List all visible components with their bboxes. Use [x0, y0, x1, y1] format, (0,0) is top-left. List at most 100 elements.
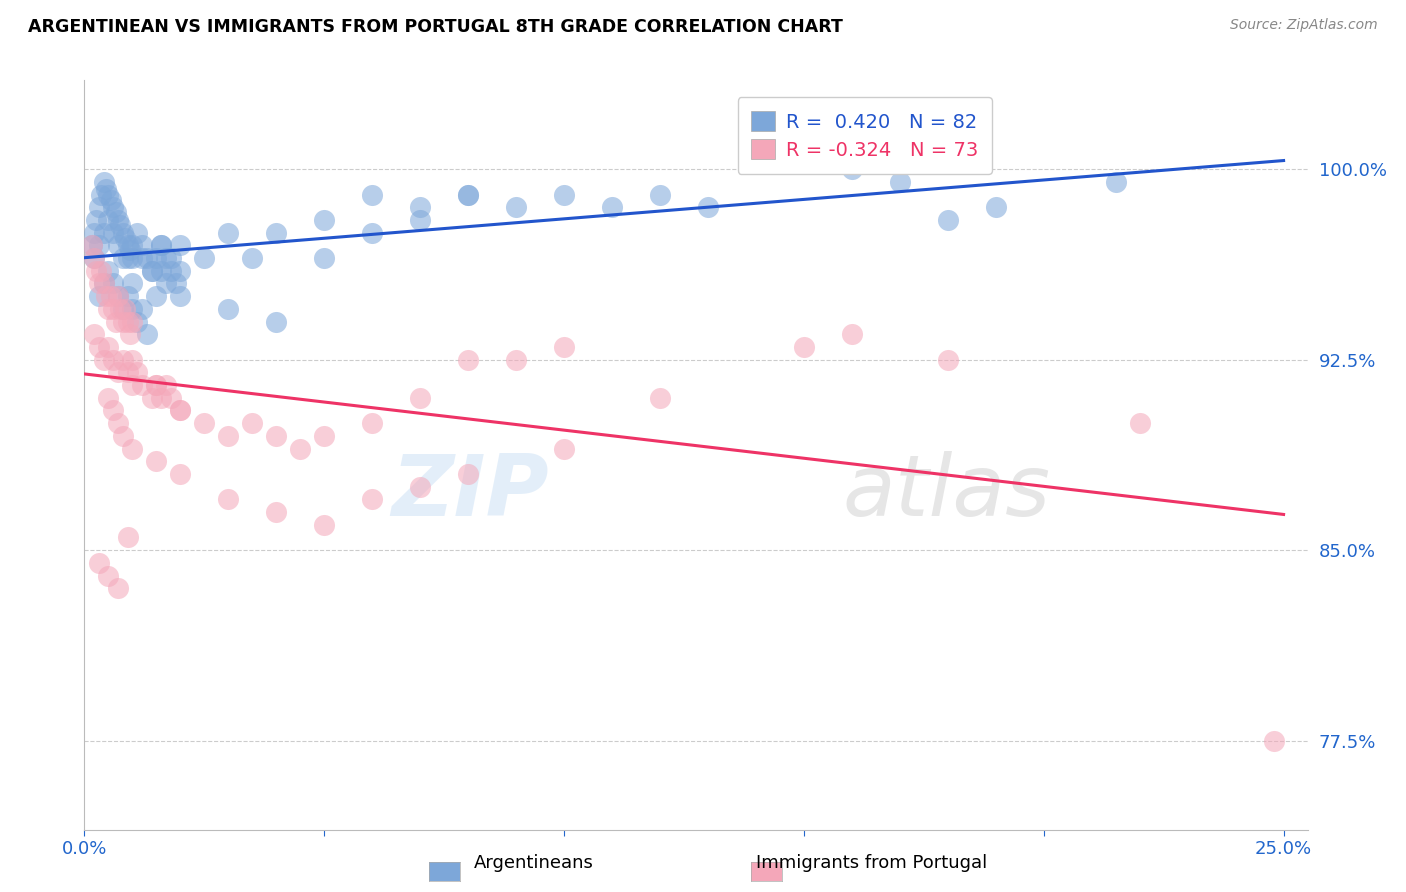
Point [114, 231, 136, 245]
Legend: R =  0.420   N = 82, R = -0.324   N = 73: R = 0.420 N = 82, R = -0.324 N = 73 [738, 97, 993, 174]
Point [150, 391, 173, 405]
Point [127, 315, 149, 329]
Point [409, 213, 432, 227]
Point [111, 352, 134, 367]
Point [457, 187, 479, 202]
Point [121, 378, 143, 392]
Point [145, 378, 167, 392]
Point [841, 162, 863, 177]
Point [697, 200, 720, 214]
Point [127, 365, 149, 379]
Point [107, 213, 129, 227]
Point [87, 340, 110, 354]
Text: ARGENTINEAN VS IMMIGRANTS FROM PORTUGAL 8TH GRADE CORRELATION CHART: ARGENTINEAN VS IMMIGRANTS FROM PORTUGAL … [28, 18, 844, 36]
Point [553, 340, 575, 354]
Point [121, 352, 143, 367]
Point [111, 429, 134, 443]
Point [86, 213, 108, 227]
Point [83, 251, 105, 265]
Point [93, 352, 115, 367]
Point [107, 365, 129, 379]
Point [117, 315, 139, 329]
Point [457, 467, 479, 481]
Point [361, 226, 384, 240]
Point [118, 244, 141, 258]
Point [169, 289, 191, 303]
Point [121, 277, 143, 291]
Point [141, 391, 163, 405]
Point [93, 277, 115, 291]
Point [97, 391, 120, 405]
Point [600, 200, 623, 214]
Point [110, 301, 132, 316]
Text: Source: ZipAtlas.com: Source: ZipAtlas.com [1230, 18, 1378, 32]
Point [83, 251, 105, 265]
Point [217, 492, 239, 507]
Point [145, 251, 167, 265]
Point [87, 238, 110, 252]
Point [110, 218, 132, 232]
Point [155, 251, 177, 265]
Point [104, 315, 127, 329]
Point [290, 442, 312, 456]
Point [131, 238, 153, 252]
Point [648, 391, 671, 405]
Point [117, 251, 139, 265]
Point [145, 378, 167, 392]
Point [90, 264, 112, 278]
Point [169, 264, 191, 278]
Point [107, 581, 129, 595]
Point [457, 352, 479, 367]
Point [240, 251, 263, 265]
Point [1129, 416, 1152, 430]
Point [101, 403, 124, 417]
Point [111, 315, 134, 329]
Point [217, 301, 239, 316]
Point [936, 352, 959, 367]
Point [936, 213, 959, 227]
Point [361, 492, 384, 507]
Point [841, 327, 863, 342]
Point [1105, 175, 1128, 189]
Point [169, 238, 191, 252]
Point [169, 403, 191, 417]
Point [169, 467, 191, 481]
Point [155, 378, 177, 392]
Point [117, 289, 139, 303]
Point [121, 251, 143, 265]
Point [83, 226, 105, 240]
Point [505, 200, 527, 214]
Point [100, 289, 122, 303]
Point [159, 264, 181, 278]
Point [80, 238, 103, 252]
Point [193, 251, 215, 265]
Point [100, 193, 122, 207]
Point [94, 182, 117, 196]
Point [117, 238, 139, 252]
Point [984, 200, 1007, 214]
Point [169, 403, 191, 417]
Point [97, 301, 120, 316]
Point [111, 251, 134, 265]
Text: Immigrants from Portugal: Immigrants from Portugal [756, 855, 987, 872]
Point [101, 352, 124, 367]
Point [104, 205, 127, 219]
Point [457, 187, 479, 202]
Point [193, 416, 215, 430]
Point [87, 200, 110, 214]
Point [131, 378, 153, 392]
Point [159, 391, 181, 405]
Point [361, 187, 384, 202]
Point [131, 251, 153, 265]
Point [553, 442, 575, 456]
Point [93, 175, 115, 189]
Text: ZIP: ZIP [391, 450, 550, 534]
Point [87, 277, 110, 291]
Point [121, 301, 143, 316]
Point [165, 277, 187, 291]
Point [117, 531, 139, 545]
Point [111, 301, 134, 316]
Point [135, 251, 157, 265]
Point [94, 289, 117, 303]
Point [135, 327, 157, 342]
